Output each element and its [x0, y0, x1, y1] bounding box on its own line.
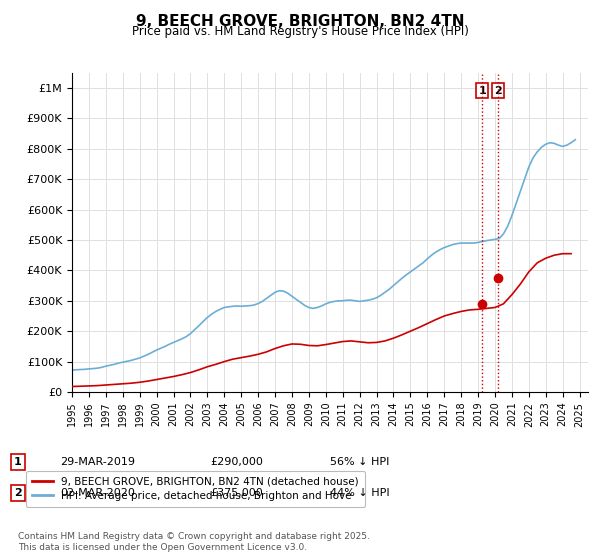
Text: 2: 2: [494, 86, 502, 96]
Legend: 9, BEECH GROVE, BRIGHTON, BN2 4TN (detached house), HPI: Average price, detached: 9, BEECH GROVE, BRIGHTON, BN2 4TN (detac…: [26, 470, 365, 507]
Text: 1: 1: [14, 457, 22, 467]
Text: 44% ↓ HPI: 44% ↓ HPI: [330, 488, 389, 498]
Text: 02-MAR-2020: 02-MAR-2020: [60, 488, 135, 498]
Text: Price paid vs. HM Land Registry's House Price Index (HPI): Price paid vs. HM Land Registry's House …: [131, 25, 469, 38]
Text: Contains HM Land Registry data © Crown copyright and database right 2025.
This d: Contains HM Land Registry data © Crown c…: [18, 532, 370, 552]
Text: £375,000: £375,000: [210, 488, 263, 498]
Text: 56% ↓ HPI: 56% ↓ HPI: [330, 457, 389, 467]
Text: 1: 1: [478, 86, 486, 96]
Text: 2: 2: [14, 488, 22, 498]
Text: £290,000: £290,000: [210, 457, 263, 467]
Text: 9, BEECH GROVE, BRIGHTON, BN2 4TN: 9, BEECH GROVE, BRIGHTON, BN2 4TN: [136, 14, 464, 29]
Text: 29-MAR-2019: 29-MAR-2019: [60, 457, 135, 467]
